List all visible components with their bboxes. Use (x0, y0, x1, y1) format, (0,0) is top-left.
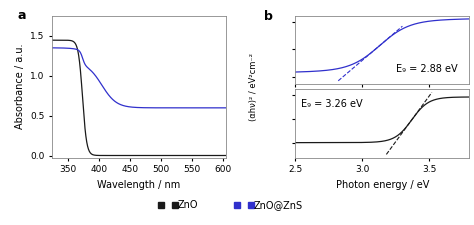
X-axis label: Photon energy / eV: Photon energy / eV (336, 180, 429, 190)
X-axis label: Wavelength / nm: Wavelength / nm (98, 180, 181, 190)
Text: (αhν)² / eV²cm⁻²: (αhν)² / eV²cm⁻² (249, 53, 258, 121)
Text: ZnO: ZnO (178, 200, 198, 210)
Text: E₉ = 2.88 eV: E₉ = 2.88 eV (396, 64, 458, 74)
Y-axis label: Absorbance / a.u.: Absorbance / a.u. (15, 44, 25, 129)
Text: b: b (264, 10, 273, 23)
Text: ZnO@ZnS: ZnO@ZnS (254, 200, 303, 210)
Text: a: a (18, 9, 26, 22)
Text: E₉ = 3.26 eV: E₉ = 3.26 eV (301, 99, 362, 109)
